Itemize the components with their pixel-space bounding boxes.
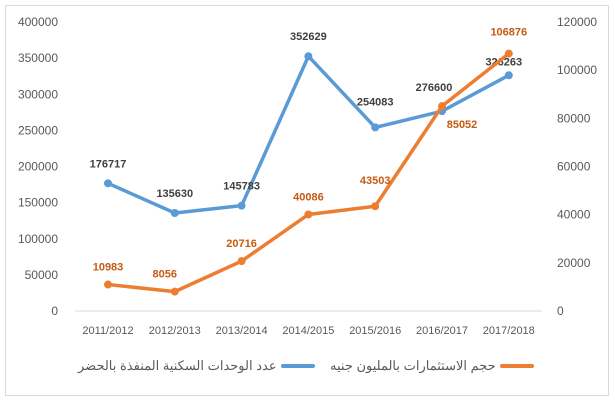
data-label: 40086 (293, 191, 324, 203)
x-tick-label: 2017/2018 (483, 325, 535, 337)
y-left-tick-label: 400000 (18, 15, 58, 29)
data-label: 135630 (156, 188, 193, 200)
x-tick-label: 2011/2012 (82, 325, 133, 337)
y-right-tick-label: 120000 (557, 15, 597, 29)
legend-item-housing-units: عدد الوحدات السكنية المنفذة بالحضر (78, 358, 315, 374)
data-point (304, 52, 313, 61)
y-right-tick-label: 80000 (557, 111, 591, 125)
data-label: 145783 (223, 181, 260, 193)
y-right-tick-label: 20000 (557, 256, 591, 270)
data-point (304, 210, 313, 219)
y-left-tick-label: 150000 (18, 196, 58, 210)
y-left-tick-label: 300000 (18, 87, 58, 101)
legend-swatch-orange (499, 364, 534, 368)
x-tick-label: 2014/2015 (282, 325, 334, 337)
data-point (237, 201, 246, 210)
x-tick-label: 2016/2017 (416, 325, 468, 337)
legend-item-investments: حجم الاستثمارات بالمليون جنيه (330, 358, 534, 374)
data-label: 352629 (290, 31, 327, 43)
data-label: 20716 (226, 238, 257, 250)
data-point (504, 71, 513, 80)
data-point (170, 209, 179, 218)
data-label: 106876 (490, 27, 527, 39)
data-point (438, 102, 446, 111)
data-point (170, 287, 179, 296)
legend-swatch-blue (280, 364, 315, 368)
y-left-tick-label: 350000 (18, 51, 58, 65)
y-left-tick-label: 0 (51, 304, 58, 318)
x-tick-label: 2012/2013 (149, 325, 201, 337)
data-label: 176717 (90, 158, 127, 170)
y-right-tick-label: 40000 (557, 208, 591, 222)
data-point (371, 123, 380, 132)
data-point (371, 202, 380, 211)
data-point (104, 280, 112, 289)
data-label: 43503 (360, 175, 391, 187)
chart-frame (5, 5, 609, 396)
legend-label: حجم الاستثمارات بالمليون جنيه (330, 358, 496, 373)
y-right-tick-label: 60000 (557, 160, 591, 174)
y-left-tick-label: 250000 (18, 123, 58, 137)
data-label: 85052 (447, 119, 478, 131)
data-label: 8056 (153, 269, 177, 281)
legend-label: عدد الوحدات السكنية المنفذة بالحضر (78, 358, 277, 373)
data-point (504, 49, 513, 58)
y-right-tick-label: 100000 (557, 63, 597, 77)
y-right-tick-label: 0 (557, 304, 564, 318)
y-left-tick-label: 200000 (18, 160, 58, 174)
y-left-tick-label: 50000 (25, 268, 59, 282)
data-label: 276600 (416, 82, 453, 94)
x-tick-label: 2015/2016 (349, 325, 401, 337)
data-label: 254083 (357, 96, 394, 108)
data-label: 10983 (93, 262, 124, 274)
y-left-tick-label: 100000 (18, 232, 58, 246)
data-point (237, 257, 246, 266)
x-tick-label: 2013/2014 (216, 325, 268, 337)
data-point (104, 179, 112, 188)
